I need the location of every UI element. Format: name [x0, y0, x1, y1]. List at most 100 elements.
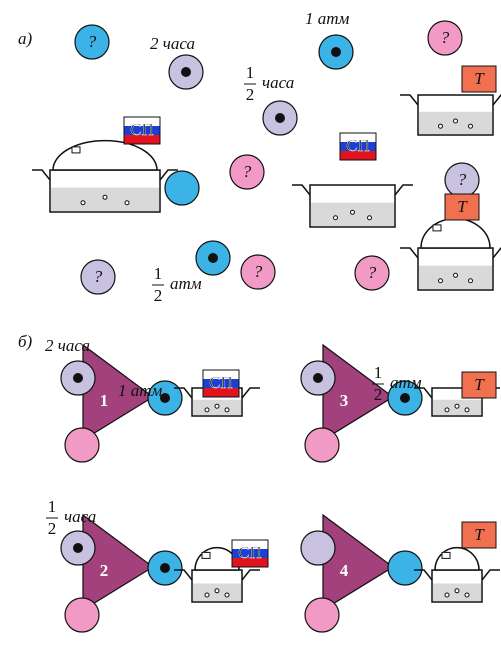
- tag: [461, 521, 497, 549]
- pot-handles: [32, 169, 178, 181]
- label: 1: [48, 497, 57, 516]
- label: а): [18, 29, 33, 48]
- ball: [387, 550, 423, 586]
- label: б): [18, 332, 33, 351]
- flag-border: [202, 369, 240, 398]
- label: Т: [474, 69, 485, 88]
- label: ?: [94, 267, 103, 286]
- pot-lid: [52, 139, 158, 171]
- ball: [229, 154, 265, 190]
- ball-dot: [73, 373, 83, 383]
- bubble: [468, 278, 473, 284]
- ball-dot: [400, 393, 410, 403]
- flag-red: [203, 388, 239, 397]
- bubble: [350, 209, 355, 215]
- flag-blue: [124, 126, 160, 135]
- ball: [304, 427, 340, 463]
- ball-dot: [275, 113, 285, 123]
- ball: [164, 170, 200, 206]
- ball-dot: [208, 253, 218, 263]
- triangle: [322, 343, 395, 442]
- pot-lid: [420, 217, 491, 249]
- pot-handles: [174, 569, 260, 581]
- tag: [461, 65, 497, 93]
- bubble: [438, 123, 443, 129]
- lid-knob: [441, 551, 451, 559]
- label: 1 атм: [305, 9, 350, 28]
- bubble: [224, 407, 230, 413]
- panel-number: 4: [340, 561, 349, 580]
- bubble: [333, 215, 338, 221]
- bubble: [214, 403, 220, 409]
- bubble: [102, 194, 108, 200]
- label: ?: [458, 170, 467, 189]
- label: ?: [88, 32, 97, 51]
- ball: [64, 427, 100, 463]
- label: СП: [238, 543, 262, 562]
- lid-knob: [201, 551, 211, 559]
- ball: [304, 597, 340, 633]
- label: 2 часа: [45, 336, 90, 355]
- label: часа: [262, 73, 294, 92]
- label: ?: [441, 28, 450, 47]
- bubble: [453, 118, 458, 124]
- label: Т: [474, 375, 485, 394]
- label: 2: [374, 385, 383, 404]
- bubble: [453, 272, 458, 278]
- bubble: [214, 588, 220, 594]
- flag-red: [340, 151, 376, 160]
- label: часа: [64, 507, 96, 526]
- flag-blue: [340, 142, 376, 151]
- label: 1: [246, 63, 255, 82]
- panel-number: 2: [100, 561, 109, 580]
- bubble: [367, 215, 372, 221]
- bubble: [438, 278, 443, 284]
- label: ?: [254, 262, 263, 281]
- label: 2: [246, 85, 255, 104]
- bubble: [224, 592, 230, 598]
- pot-handles: [174, 387, 260, 399]
- label: Т: [474, 525, 485, 544]
- bubble: [204, 592, 210, 598]
- ball-dot: [313, 373, 323, 383]
- ball: [240, 254, 276, 290]
- ball-dot: [160, 563, 170, 573]
- ball-dot: [331, 47, 341, 57]
- ball-dot: [181, 67, 191, 77]
- flag-white: [124, 117, 160, 126]
- bubble: [204, 407, 210, 413]
- label: 2 часа: [150, 34, 195, 53]
- ball-dot: [73, 543, 83, 553]
- tag: [444, 193, 480, 221]
- tag: [461, 371, 497, 399]
- label: СП: [130, 120, 154, 139]
- pot-handles: [292, 184, 413, 196]
- bubble: [444, 592, 450, 598]
- flag-white: [340, 133, 376, 142]
- flag-white: [232, 540, 268, 549]
- flag-red: [232, 558, 268, 567]
- lid-knob: [432, 224, 442, 232]
- label: ?: [368, 263, 377, 282]
- label: 1: [154, 264, 163, 283]
- label: атм: [390, 373, 422, 392]
- panel-number: 1: [100, 391, 109, 410]
- triangle: [322, 513, 395, 612]
- flag-white: [203, 370, 239, 379]
- bubble: [454, 588, 460, 594]
- flag-red: [124, 135, 160, 144]
- ball: [64, 597, 100, 633]
- label: 1 атм: [118, 381, 163, 400]
- label: СП: [346, 136, 370, 155]
- pot-handles: [400, 94, 501, 106]
- ball: [74, 24, 110, 60]
- label: 2: [154, 286, 163, 305]
- bubble: [468, 123, 473, 129]
- pot-handles: [400, 247, 501, 259]
- flag-blue: [203, 379, 239, 388]
- bubble: [454, 403, 460, 409]
- label: 2: [48, 519, 57, 538]
- flag-blue: [232, 549, 268, 558]
- label: 1: [374, 363, 383, 382]
